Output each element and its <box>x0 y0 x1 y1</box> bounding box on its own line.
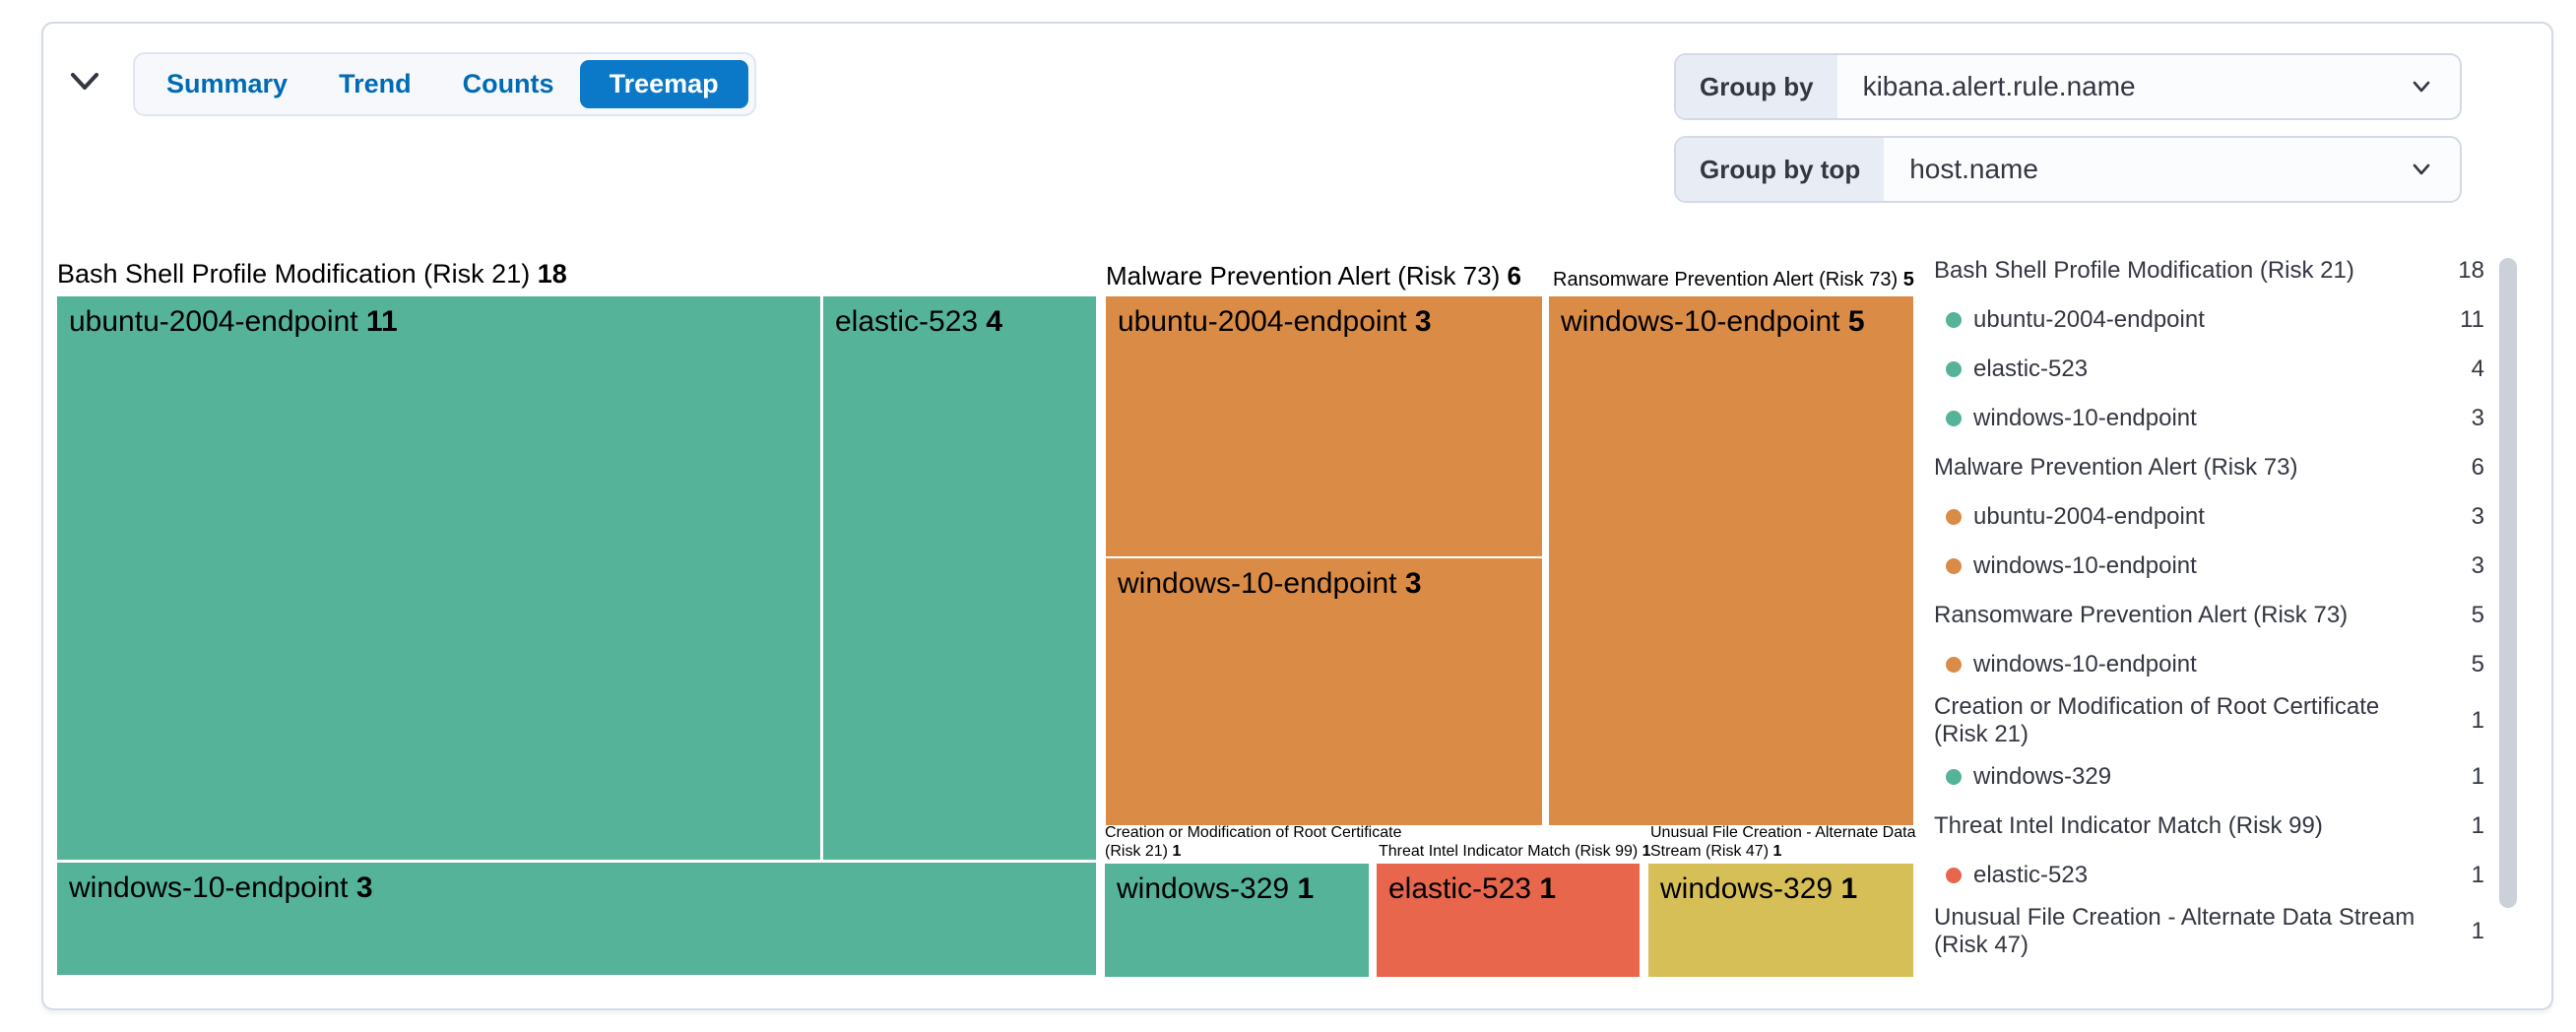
legend-label: windows-10-endpoint <box>1973 405 2197 431</box>
legend-dot-icon <box>1946 558 1962 574</box>
legend-label: Ransomware Prevention Alert (Risk 73) <box>1934 602 2349 628</box>
treemap-cell[interactable]: ubuntu-2004-endpoint 3 <box>1106 296 1542 556</box>
treemap-cell[interactable]: windows-329 1 <box>1648 864 1913 977</box>
legend-label: ubuntu-2004-endpoint <box>1973 503 2205 530</box>
group-by-label: Group by <box>1676 55 1837 118</box>
treemap-cell[interactable]: ubuntu-2004-endpoint 11 <box>57 296 820 860</box>
legend-value: 4 <box>2471 355 2484 382</box>
treemap-cell[interactable]: elastic-523 4 <box>823 296 1096 860</box>
legend-label: Bash Shell Profile Modification (Risk 21… <box>1934 257 2354 284</box>
treemap-cell[interactable]: windows-10-endpoint 5 <box>1549 296 1913 825</box>
legend-value: 3 <box>2471 503 2484 530</box>
tab-counts[interactable]: Counts <box>437 60 580 108</box>
group-by-top-value: host.name <box>1909 154 2038 184</box>
legend-item[interactable]: windows-10-endpoint 5 <box>1934 640 2484 689</box>
legend-group[interactable]: Malware Prevention Alert (Risk 73) 6 <box>1934 443 2484 492</box>
legend-dot-icon <box>1946 657 1962 673</box>
legend-value: 6 <box>2471 454 2484 481</box>
legend-value: 5 <box>2471 651 2484 677</box>
legend-item[interactable]: windows-10-endpoint 3 <box>1934 542 2484 591</box>
legend-group[interactable]: Ransomware Prevention Alert (Risk 73) 5 <box>1934 591 2484 640</box>
tab-trend[interactable]: Trend <box>313 60 437 108</box>
group-by-value: kibana.alert.rule.name <box>1862 71 2136 101</box>
chevron-down-icon <box>65 66 108 96</box>
legend-scrollbar[interactable] <box>2499 258 2517 908</box>
legend-dot-icon <box>1946 868 1962 883</box>
legend-label: windows-10-endpoint <box>1973 552 2197 579</box>
legend-item[interactable]: elastic-523 4 <box>1934 345 2484 394</box>
legend-dot-icon <box>1946 411 1962 426</box>
legend-value: 1 <box>2471 812 2484 839</box>
legend-group[interactable]: Threat Intel Indicator Match (Risk 99) 1 <box>1934 802 2484 851</box>
treemap-cell[interactable]: elastic-523 1 <box>1377 864 1640 977</box>
legend-dot-icon <box>1946 509 1962 525</box>
legend-dot-icon <box>1946 769 1962 785</box>
legend-label: Threat Intel Indicator Match (Risk 99) <box>1934 812 2323 839</box>
legend-item[interactable]: windows-329 1 <box>1934 752 2484 802</box>
legend-value: 18 <box>2458 257 2484 284</box>
legend-group[interactable]: Creation or Modification of Root Certifi… <box>1934 689 2484 752</box>
legend-label: elastic-523 <box>1973 862 2089 888</box>
legend-value: 3 <box>2471 552 2484 579</box>
legend-group[interactable]: Unusual File Creation - Alternate Data S… <box>1934 900 2484 963</box>
legend-item[interactable]: windows-10-endpoint 3 <box>1934 394 2484 443</box>
legend-item[interactable]: ubuntu-2004-endpoint 3 <box>1934 492 2484 542</box>
legend-value: 1 <box>2471 862 2484 888</box>
collapse-section-button[interactable] <box>65 63 108 98</box>
chevron-down-icon <box>2409 55 2460 118</box>
tab-summary[interactable]: Summary <box>141 60 313 108</box>
view-tabs: Summary Trend Counts Treemap <box>133 52 756 116</box>
legend-item[interactable]: ubuntu-2004-endpoint 11 <box>1934 295 2484 345</box>
tab-treemap[interactable]: Treemap <box>579 60 748 108</box>
legend-dot-icon <box>1946 312 1962 328</box>
legend-label: ubuntu-2004-endpoint <box>1973 306 2205 333</box>
legend-label: windows-329 <box>1973 763 2112 790</box>
legend-list: Bash Shell Profile Modification (Risk 21… <box>1934 246 2484 963</box>
legend-group[interactable]: Bash Shell Profile Modification (Risk 21… <box>1934 246 2484 295</box>
group-by-select[interactable]: Group by kibana.alert.rule.name <box>1674 53 2462 120</box>
group-by-top-select[interactable]: Group by top host.name <box>1674 136 2462 203</box>
legend-dot-icon <box>1946 361 1962 377</box>
legend-value: 1 <box>2471 707 2484 734</box>
legend-value: 5 <box>2471 602 2484 628</box>
legend-value: 11 <box>2460 306 2484 333</box>
legend-item[interactable]: elastic-523 1 <box>1934 851 2484 900</box>
legend-value: 3 <box>2471 405 2484 431</box>
treemap-cell[interactable]: windows-10-endpoint 3 <box>1106 558 1542 825</box>
legend-value: 1 <box>2471 918 2484 944</box>
legend-label: Creation or Modification of Root Certifi… <box>1934 693 2380 747</box>
treemap-cell[interactable]: windows-329 1 <box>1105 864 1369 977</box>
legend-label: Malware Prevention Alert (Risk 73) <box>1934 454 2298 481</box>
group-by-top-label: Group by top <box>1676 138 1885 201</box>
legend-value: 1 <box>2471 763 2484 790</box>
legend-label: windows-10-endpoint <box>1973 651 2197 677</box>
legend-label: elastic-523 <box>1973 355 2089 382</box>
legend-label: Unusual File Creation - Alternate Data S… <box>1934 904 2415 958</box>
chevron-down-icon <box>2409 138 2460 201</box>
treemap-cell[interactable]: windows-10-endpoint 3 <box>57 863 1096 975</box>
